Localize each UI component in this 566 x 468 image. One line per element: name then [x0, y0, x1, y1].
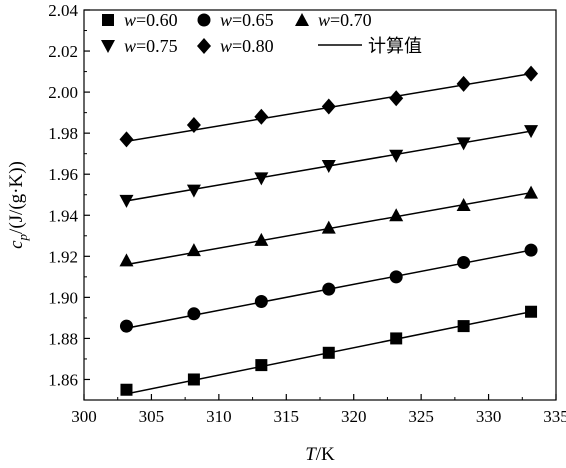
data-point-triangle-up: [186, 243, 201, 257]
legend: w=0.60 w=0.65 w=0.70 w=0.75 w=0.80 计算值: [101, 10, 422, 57]
data-point-circle: [389, 270, 403, 284]
data-point-triangle-down: [119, 194, 134, 208]
legend-marker-triangle-up: [295, 13, 309, 26]
data-point-square: [525, 305, 538, 318]
x-tick-label: 320: [341, 407, 367, 426]
plot-frame: [83, 9, 557, 401]
axis-ticks: 300 305 310 315 320 325 330 335 1.86 1.88 1.90 1.92…: [48, 1, 566, 426]
data-point-triangle-down: [321, 160, 336, 173]
legend-fit-label: 计算值: [368, 36, 422, 57]
data-point-triangle-up: [119, 253, 134, 267]
legend-marker-triangle-down: [101, 40, 115, 53]
legend-marker-square: [102, 14, 114, 26]
data-point-diamond: [119, 131, 134, 148]
data-point-circle: [457, 255, 471, 269]
x-tick-label: 335: [543, 407, 566, 426]
y-tick-label: 1.88: [48, 329, 78, 348]
data-point-square: [322, 346, 335, 359]
data-point-diamond: [254, 108, 269, 125]
x-tick-label: 325: [408, 407, 434, 426]
data-point-triangle-down: [389, 149, 404, 163]
y-tick-label: 2.00: [48, 83, 78, 102]
x-tick-label: 305: [139, 407, 165, 426]
legend-label: w=0.60: [124, 10, 178, 30]
data-point-triangle-up: [456, 198, 471, 211]
data-point-triangle-up: [389, 208, 404, 222]
x-tick-label: 300: [71, 407, 97, 426]
legend-label: w=0.65: [220, 10, 274, 30]
x-tick-label: 310: [206, 407, 232, 426]
y-axis-label: cp/(J/(g·K)): [6, 161, 30, 249]
legend-label: w=0.70: [318, 10, 372, 30]
data-point-diamond: [524, 65, 539, 82]
data-point-diamond: [186, 116, 201, 133]
data-point-triangle-down: [524, 125, 539, 139]
y-tick-label: 1.96: [48, 165, 78, 184]
legend-label: w=0.75: [124, 36, 178, 56]
data-point-triangle-up: [524, 185, 539, 199]
data-point-square: [187, 373, 200, 386]
data-markers: [119, 65, 539, 396]
x-tick-label: 315: [274, 407, 300, 426]
legend-label: w=0.80: [220, 36, 274, 56]
data-point-diamond: [389, 90, 404, 107]
data-point-circle: [187, 307, 201, 321]
data-point-triangle-up: [254, 232, 269, 246]
data-point-circle: [254, 294, 268, 308]
y-tick-label: 1.94: [48, 206, 78, 225]
data-point-triangle-down: [254, 172, 269, 186]
y-tick-label: 1.86: [48, 370, 78, 389]
data-point-triangle-down: [456, 137, 471, 151]
data-point-circle: [524, 243, 538, 257]
data-point-square: [120, 383, 133, 396]
data-point-square: [255, 359, 268, 372]
data-point-diamond: [456, 75, 471, 92]
y-tick-label: 2.04: [48, 1, 78, 20]
data-point-circle: [119, 319, 133, 333]
fit-lines: [126, 72, 532, 395]
legend-marker-circle: [197, 13, 211, 27]
y-tick-label: 1.90: [48, 288, 78, 307]
data-point-triangle-down: [186, 184, 201, 198]
y-tick-label: 2.02: [48, 42, 78, 61]
x-tick-label: 330: [476, 407, 502, 426]
x-axis-label: T/K: [305, 444, 335, 465]
y-tick-label: 1.92: [48, 247, 78, 266]
data-point-diamond: [321, 98, 336, 115]
data-point-triangle-up: [321, 220, 336, 234]
data-point-circle: [322, 282, 336, 296]
legend-marker-diamond: [197, 38, 211, 54]
data-point-square: [390, 332, 403, 345]
y-tick-label: 1.98: [48, 124, 78, 143]
data-point-square: [457, 320, 470, 333]
